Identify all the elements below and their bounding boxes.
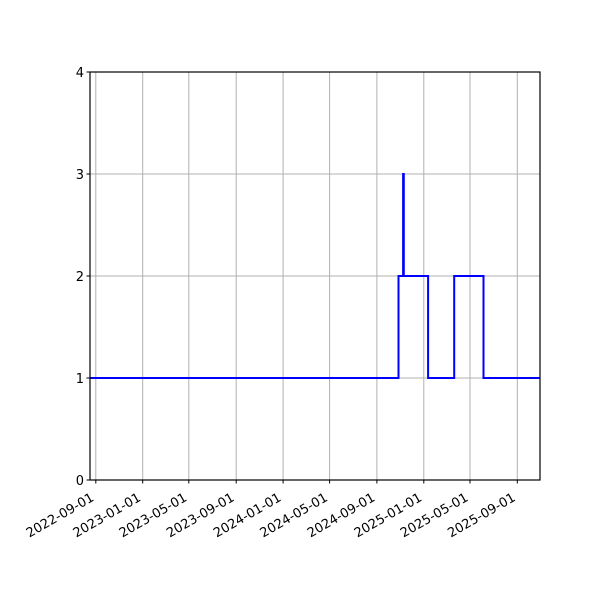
y-tick-label: 3 [76, 168, 84, 183]
series-line [90, 173, 540, 379]
tick-marks-layer [86, 71, 518, 484]
y-tick-label: 1 [76, 372, 84, 387]
series-layer [90, 173, 540, 379]
y-tick-label: 0 [76, 474, 84, 489]
y-tick-label: 4 [76, 66, 84, 81]
y-tick-labels-layer: 0 1 2 3 4 [76, 66, 84, 489]
y-tick-label: 2 [76, 270, 84, 285]
x-tick-labels-layer: 2022-09-012023-01-012023-05-012023-09-01… [24, 490, 518, 541]
